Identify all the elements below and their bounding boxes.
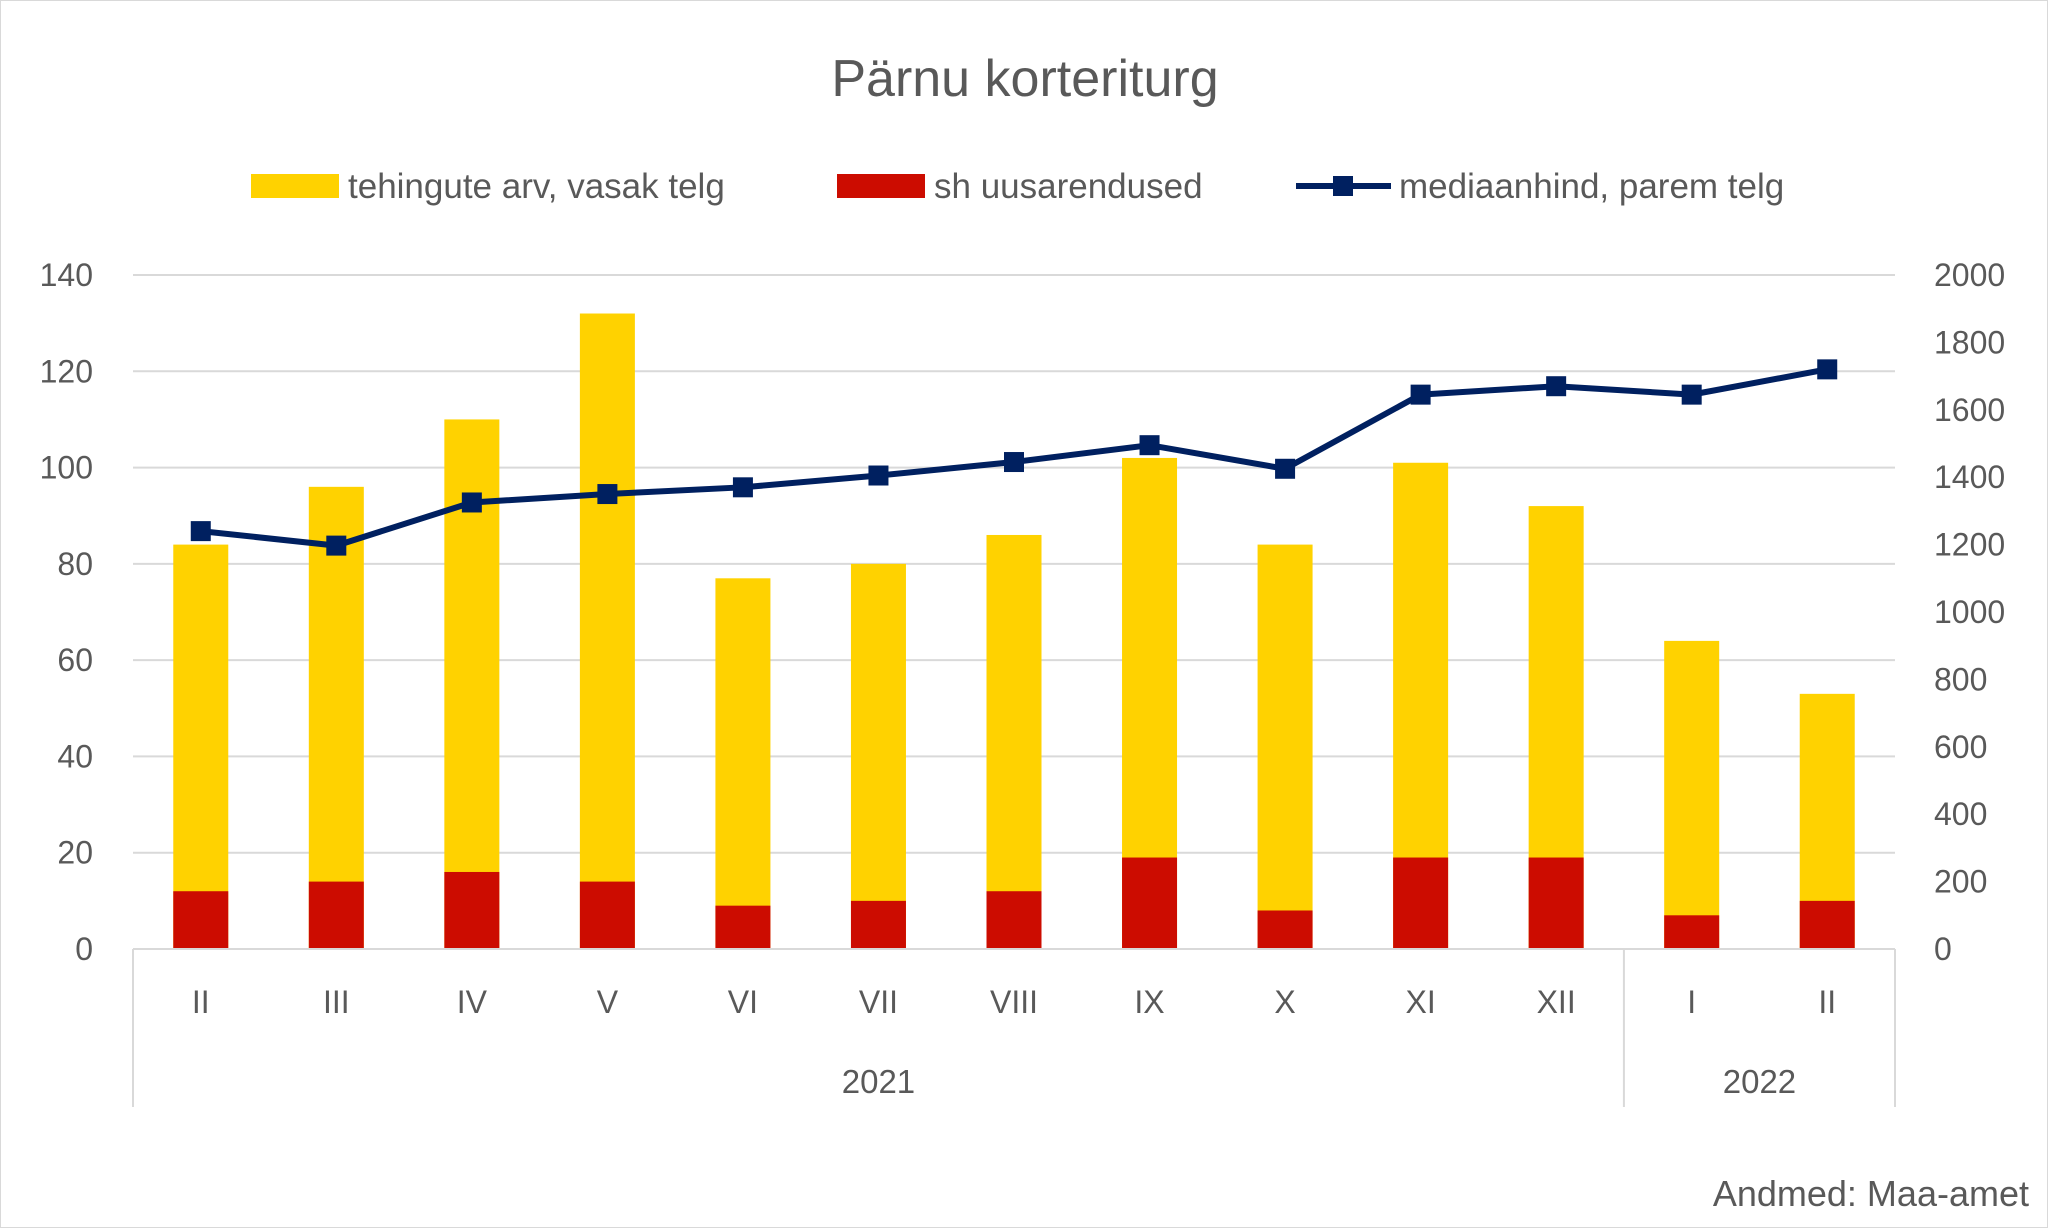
- x-category-label: XI: [1405, 984, 1435, 1020]
- marker-mediaanhind: [461, 492, 482, 513]
- x-category-label: I: [1687, 984, 1696, 1020]
- x-group-label: 2022: [1723, 1063, 1796, 1100]
- marker-mediaanhind: [1004, 452, 1024, 473]
- bar-tehingute-arv: [1664, 640, 1720, 949]
- legend-marker: [1333, 176, 1353, 196]
- y-left-tick-label: 80: [57, 546, 93, 582]
- x-category-label: X: [1274, 984, 1295, 1020]
- x-category-label: II: [1818, 984, 1836, 1020]
- y-left-tick-label: 0: [75, 931, 93, 967]
- y-left-tick-label: 100: [40, 450, 93, 486]
- marker-mediaanhind: [1681, 384, 1702, 405]
- axes: 0204060801001201400200400600800100012001…: [40, 257, 2005, 1107]
- y-right-tick-label: 1400: [1934, 459, 2005, 495]
- x-category-label: VII: [859, 984, 898, 1020]
- marker-mediaanhind: [1139, 435, 1160, 456]
- x-category-label: VIII: [990, 984, 1038, 1020]
- marker-mediaanhind: [190, 521, 211, 542]
- x-category-label: XII: [1537, 984, 1576, 1020]
- x-category-label: III: [323, 984, 350, 1020]
- legend-swatch: [837, 174, 925, 198]
- bar-tehingute-arv: [986, 534, 1042, 949]
- price-line: [190, 359, 1838, 556]
- marker-mediaanhind: [1817, 359, 1838, 380]
- bar-uusarendused: [1799, 900, 1855, 949]
- y-right-tick-label: 1800: [1934, 324, 2005, 360]
- legend-label: sh uusarendused: [934, 167, 1203, 206]
- marker-mediaanhind: [1275, 458, 1296, 479]
- bar-tehingute-arv: [1257, 544, 1313, 949]
- y-right-tick-label: 600: [1934, 729, 1987, 765]
- bars: [173, 313, 1855, 949]
- x-category-label: VI: [728, 984, 758, 1020]
- bar-uusarendused: [173, 891, 229, 949]
- bar-uusarendused: [1257, 910, 1313, 949]
- y-right-tick-label: 2000: [1934, 257, 2005, 293]
- bar-uusarendused: [579, 881, 635, 949]
- bar-tehingute-arv: [308, 486, 364, 949]
- marker-mediaanhind: [1410, 384, 1431, 405]
- bar-uusarendused: [850, 900, 906, 949]
- y-left-tick-label: 40: [57, 738, 93, 774]
- marker-mediaanhind: [326, 535, 347, 556]
- legend-label: tehingute arv, vasak telg: [348, 167, 725, 206]
- marker-mediaanhind: [597, 484, 618, 505]
- x-category-label: IX: [1134, 984, 1164, 1020]
- y-right-tick-label: 1600: [1934, 392, 2005, 428]
- y-right-tick-label: 800: [1934, 661, 1987, 697]
- chart-title: Pärnu korteriturg: [831, 50, 1218, 108]
- bar-uusarendused: [444, 871, 500, 949]
- source-note: Andmed: Maa-amet: [1713, 1173, 2029, 1214]
- legend: tehingute arv, vasak telg sh uusarendused…: [251, 167, 1784, 206]
- y-right-tick-label: 200: [1934, 864, 1987, 900]
- x-category-label: IV: [457, 984, 488, 1020]
- bar-uusarendused: [308, 881, 364, 949]
- x-category-label: V: [597, 984, 619, 1020]
- marker-mediaanhind: [868, 465, 889, 486]
- bar-uusarendused: [715, 905, 771, 949]
- bar-tehingute-arv: [579, 313, 635, 949]
- y-left-tick-label: 120: [40, 353, 93, 389]
- y-left-tick-label: 60: [57, 642, 93, 678]
- y-left-tick-label: 140: [40, 257, 93, 293]
- marker-mediaanhind: [1546, 376, 1567, 397]
- y-right-tick-label: 1000: [1934, 594, 2005, 630]
- marker-mediaanhind: [732, 477, 753, 498]
- bar-uusarendused: [986, 891, 1042, 949]
- y-left-tick-label: 20: [57, 835, 93, 871]
- y-right-tick-label: 0: [1934, 931, 1952, 967]
- bar-tehingute-arv: [850, 563, 906, 949]
- legend-label: mediaanhind, parem telg: [1399, 167, 1784, 206]
- bar-uusarendused: [1393, 857, 1449, 949]
- bar-uusarendused: [1528, 857, 1584, 949]
- x-group-label: 2021: [842, 1063, 915, 1100]
- bar-uusarendused: [1664, 915, 1720, 949]
- y-right-tick-label: 1200: [1934, 527, 2005, 563]
- legend-swatch: [251, 174, 339, 198]
- y-right-tick-label: 400: [1934, 796, 1987, 832]
- bar-tehingute-arv: [173, 544, 229, 949]
- bar-tehingute-arv: [715, 578, 771, 949]
- bar-uusarendused: [1122, 857, 1178, 949]
- x-category-label: II: [192, 984, 210, 1020]
